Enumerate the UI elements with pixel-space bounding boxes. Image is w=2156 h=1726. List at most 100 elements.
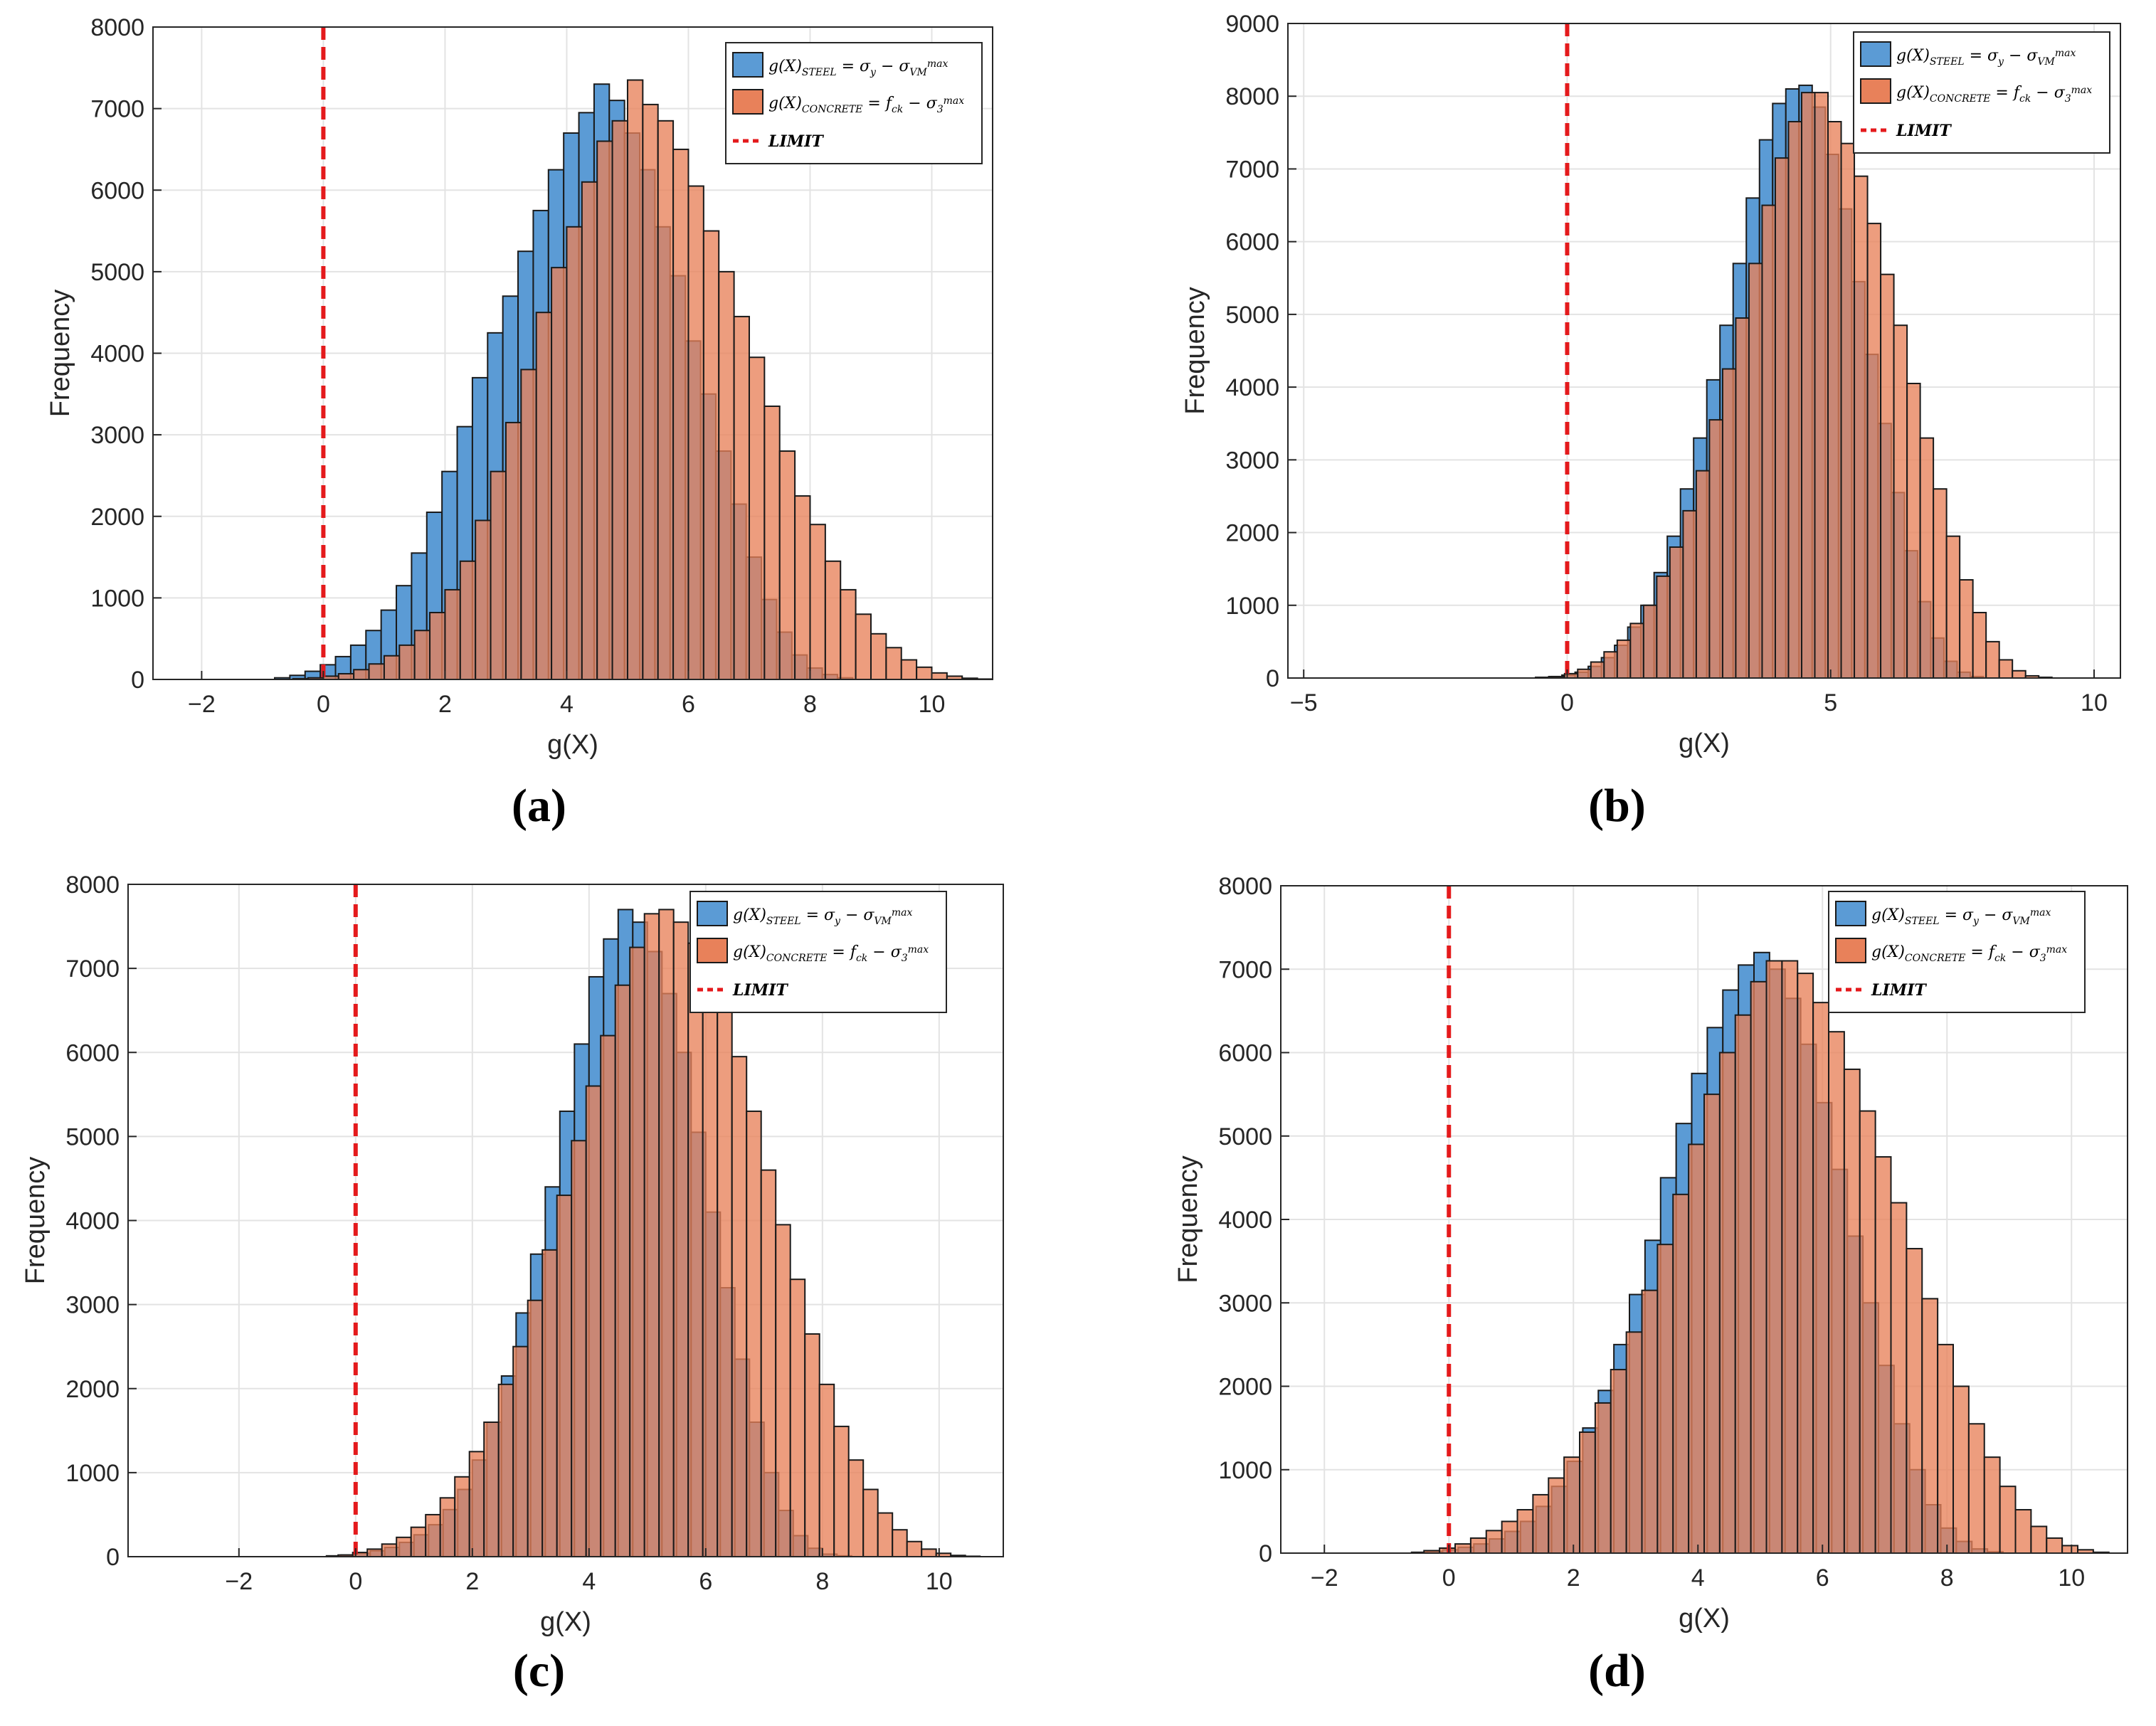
legend: g(X)STEEL = σy − σVMmax g(X)CONCRETE = fc… <box>689 891 947 1013</box>
concrete-bar <box>1967 1423 1985 1555</box>
concrete-bar <box>2030 1525 2048 1554</box>
legend-label-steel: g(X)STEEL = σy − σVMmax <box>1896 47 2076 68</box>
concrete-bar <box>746 1110 762 1557</box>
concrete-bar <box>1800 92 1816 679</box>
concrete-bar <box>1485 1530 1503 1555</box>
concrete-bar <box>789 1278 806 1557</box>
concrete-bar <box>642 103 659 681</box>
y-tick-label: 1000 <box>1225 593 1279 620</box>
x-tick-label: 10 <box>926 1568 953 1595</box>
y-tick-label: 3000 <box>90 422 144 449</box>
concrete-bar <box>885 647 902 681</box>
x-tick-label: 0 <box>317 691 330 718</box>
y-tick-label: 8000 <box>1218 873 1272 900</box>
concrete-bar <box>748 356 766 680</box>
panel-c: −2 0 2 4 6 8 10 0 1000 2000 3000 4000 5000 6000 7000 80… <box>0 863 1078 1726</box>
panel-a: −2 0 2 4 6 8 10 0 1000 2000 3000 4000 5000 6000 7000 80… <box>0 0 1078 863</box>
concrete-bar <box>468 1451 485 1557</box>
y-axis-label: Frequency <box>46 290 75 418</box>
y-tick-label: 2000 <box>90 504 144 531</box>
concrete-bar <box>1880 273 1895 679</box>
y-tick-label: 5000 <box>65 1123 120 1150</box>
concrete-bar <box>921 1548 937 1558</box>
concrete-bar <box>906 1540 923 1557</box>
concrete-bar <box>1797 973 1814 1555</box>
concrete-bar <box>643 913 660 1557</box>
x-tick-label: −2 <box>225 1568 253 1595</box>
concrete-bar <box>672 921 689 1557</box>
concrete-bar <box>1548 1477 1565 1554</box>
legend-swatch-concrete <box>1860 78 1891 104</box>
concrete-bar <box>1959 579 1974 679</box>
concrete-bar <box>794 495 811 680</box>
concrete-bar <box>760 1169 777 1557</box>
concrete-bar <box>717 1010 733 1557</box>
x-tick-label: 0 <box>349 1568 362 1595</box>
concrete-bar <box>2014 1509 2032 1555</box>
y-tick-label: 8000 <box>1225 83 1279 110</box>
concrete-bar <box>566 226 583 680</box>
concrete-bar <box>1765 960 1783 1554</box>
x-tick-label: 8 <box>1940 1564 1954 1592</box>
concrete-bar <box>1854 175 1869 679</box>
concrete-bar <box>504 421 522 681</box>
concrete-bar <box>718 270 735 680</box>
concrete-bar <box>1669 546 1684 679</box>
concrete-bar <box>541 1249 558 1557</box>
y-axis-label: Frequency <box>1180 287 1210 415</box>
x-axis-label: g(X) <box>1679 729 1730 758</box>
legend-label-concrete: g(X)CONCRETE = fck − σ3max <box>733 943 929 964</box>
concrete-bar <box>366 1548 383 1558</box>
y-tick-label: 4000 <box>1225 374 1279 401</box>
x-tick-label: 2 <box>1567 1564 1580 1592</box>
concrete-bar <box>585 1085 602 1557</box>
concrete-bar <box>1734 1014 1752 1555</box>
x-tick-label: 8 <box>803 691 817 718</box>
concrete-bar <box>1641 1289 1659 1554</box>
concrete-bar <box>1998 659 2014 679</box>
legend-swatch-concrete <box>732 89 763 115</box>
concrete-bar <box>1629 623 1644 679</box>
concrete-bar <box>900 659 918 680</box>
concrete-bar <box>483 1421 500 1557</box>
concrete-bar <box>1748 263 1763 679</box>
concrete-bar <box>1890 1202 1908 1554</box>
concrete-bar <box>687 942 704 1557</box>
legend-swatch-steel <box>1860 41 1891 67</box>
legend-label-concrete: g(X)CONCRETE = fck − σ3max <box>1871 943 2067 964</box>
concrete-bar <box>1703 1094 1721 1554</box>
y-tick-label: 2000 <box>1225 520 1279 547</box>
concrete-bar <box>1787 121 1802 679</box>
concrete-bar <box>1827 121 1842 679</box>
legend-box <box>725 42 983 164</box>
legend-label-steel: g(X)STEEL = σy − σVMmax <box>1871 906 2051 927</box>
concrete-bar <box>2012 669 2026 679</box>
concrete-bar <box>847 1459 865 1557</box>
concrete-bar <box>1656 1244 1674 1554</box>
concrete-bar <box>611 120 628 681</box>
concrete-bar <box>475 519 492 681</box>
caption-b: (b) <box>1588 780 1646 832</box>
concrete-bar <box>410 1526 427 1557</box>
y-tick-label: 8000 <box>65 872 120 899</box>
concrete-bar <box>1983 1456 2001 1554</box>
x-tick-label: 10 <box>2058 1564 2085 1592</box>
y-tick-label: 4000 <box>65 1208 120 1235</box>
concrete-bar <box>454 1476 470 1557</box>
x-tick-label: 4 <box>560 691 574 718</box>
concrete-bar <box>444 588 461 680</box>
concrete-bar <box>1840 142 1856 679</box>
concrete-bar <box>551 267 568 680</box>
concrete-bar <box>1501 1520 1518 1555</box>
concrete-bar <box>425 1513 441 1557</box>
legend-swatch-steel <box>697 901 728 926</box>
concrete-bar <box>1682 509 1697 679</box>
legend-box <box>1828 891 2086 1013</box>
x-axis-label: g(X) <box>547 730 598 760</box>
concrete-bar <box>1590 661 1605 679</box>
x-tick-label: 6 <box>682 691 695 718</box>
concrete-bar <box>2061 1545 2078 1555</box>
legend: g(X)STEEL = σy − σVMmax g(X)CONCRETE = fc… <box>725 42 983 164</box>
legend-box <box>1853 31 2110 154</box>
concrete-bar <box>1952 1385 1970 1554</box>
